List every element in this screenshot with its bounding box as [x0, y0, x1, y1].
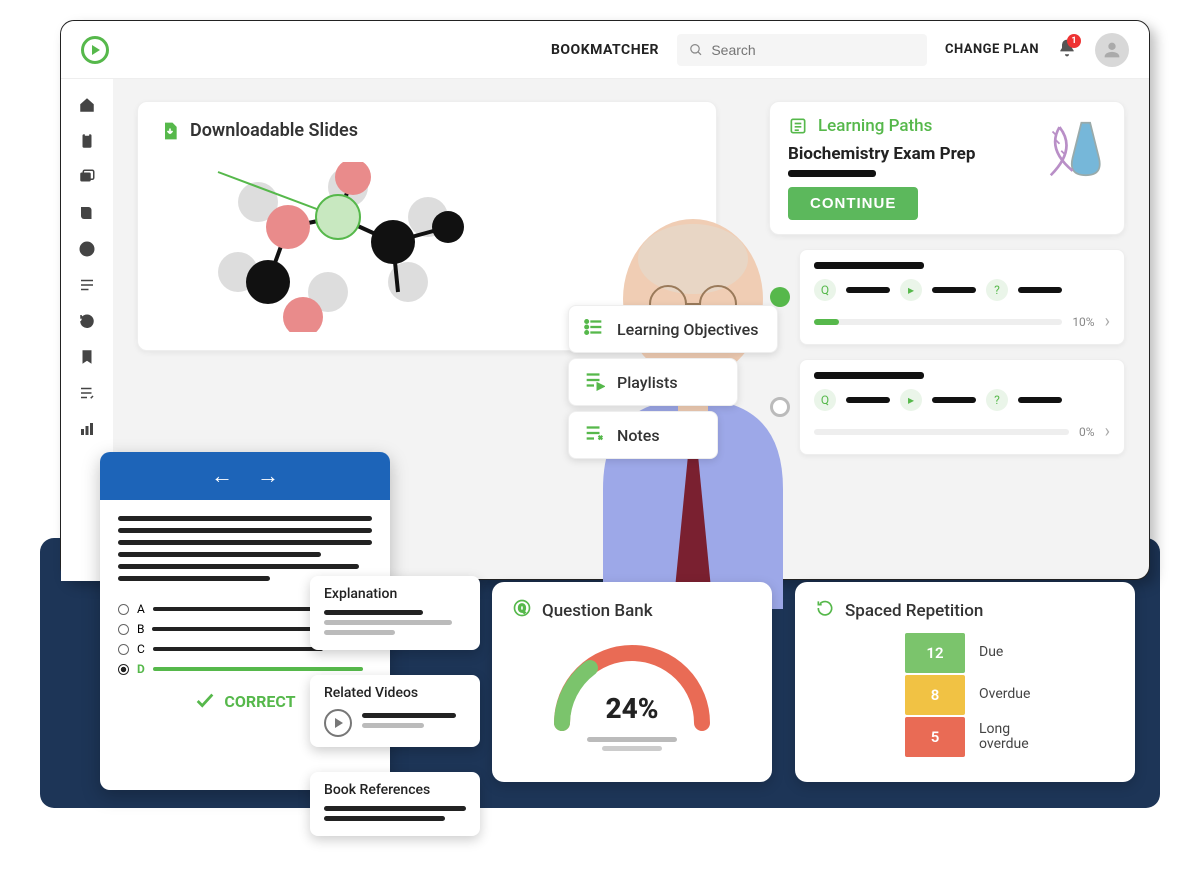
- quiz-nav-header: ← →: [100, 452, 390, 500]
- help-chip-icon: ?: [986, 279, 1008, 301]
- quiz-chip-icon: Q: [814, 279, 836, 301]
- path-status-dot: [770, 397, 790, 417]
- notes-card[interactable]: Notes: [568, 411, 718, 459]
- float-card-title: Related Videos: [324, 685, 466, 701]
- row-label: Overdue: [979, 687, 1030, 702]
- learning-paths-label: Learning Paths: [818, 116, 932, 136]
- learning-paths-icon: [788, 116, 808, 136]
- slides-card-title: Downloadable Slides: [190, 120, 358, 141]
- mini-card-label: Playlists: [617, 373, 678, 392]
- learning-paths-panel: Learning Paths Biochemistry Exam Prep CO…: [769, 101, 1125, 455]
- chevron-right-icon: ›: [1105, 311, 1110, 332]
- spaced-row: 5 Long overdue: [905, 717, 1115, 757]
- search-icon: [689, 42, 703, 58]
- molecule-illustration: [198, 162, 498, 332]
- file-download-icon: [160, 121, 180, 141]
- prev-arrow-icon[interactable]: ←: [211, 463, 233, 489]
- nav-list-icon[interactable]: [77, 275, 97, 295]
- video-chip-icon: ▸: [900, 279, 922, 301]
- logo-icon[interactable]: [81, 36, 109, 64]
- float-card-title: Book References: [324, 782, 466, 798]
- explanation-card[interactable]: Explanation: [310, 576, 480, 650]
- decorative-bar: [788, 170, 876, 177]
- notification-badge: 1: [1067, 34, 1081, 48]
- list-icon: [583, 316, 605, 342]
- quiz-chip-icon: Q: [814, 389, 836, 411]
- notifications-button[interactable]: 1: [1057, 38, 1077, 62]
- playlist-icon: [583, 369, 605, 395]
- check-icon: [194, 690, 216, 712]
- user-avatar[interactable]: [1095, 33, 1129, 67]
- learning-path-item[interactable]: Q ▸ ? 10% ›: [799, 249, 1125, 345]
- learning-path-item[interactable]: Q ▸ ? 0% ›: [799, 359, 1125, 455]
- qbank-icon: Q: [512, 598, 532, 623]
- video-chip-icon: ▸: [900, 389, 922, 411]
- bookmatcher-link[interactable]: BOOKMATCHER: [551, 42, 659, 58]
- nav-video-library-icon[interactable]: [77, 167, 97, 187]
- card-title: Spaced Repetition: [845, 601, 983, 621]
- science-illustration: [1042, 114, 1112, 184]
- learning-objectives-card[interactable]: Learning Objectives: [568, 305, 778, 353]
- next-arrow-icon[interactable]: →: [257, 463, 279, 489]
- progress-label: 0%: [1079, 425, 1095, 439]
- card-title: Question Bank: [542, 601, 653, 621]
- gauge-percent: 24%: [605, 692, 658, 725]
- play-icon: [324, 709, 352, 737]
- svg-text:Q: Q: [518, 602, 525, 615]
- spaced-row: 12 Due: [905, 633, 1115, 673]
- repeat-icon: [815, 598, 835, 623]
- help-chip-icon: ?: [986, 389, 1008, 411]
- topbar: BOOKMATCHER CHANGE PLAN 1: [61, 21, 1149, 79]
- nav-stats-icon[interactable]: [77, 419, 97, 439]
- learning-path-header-card: Learning Paths Biochemistry Exam Prep CO…: [769, 101, 1125, 235]
- count-box: 8: [905, 675, 965, 715]
- gauge-chart: 24%: [542, 633, 722, 733]
- chevron-right-icon: ›: [1105, 421, 1110, 442]
- mini-card-label: Learning Objectives: [617, 320, 758, 339]
- spaced-repetition-card[interactable]: Spaced Repetition 12 Due 8 Overdue 5 Lon…: [795, 582, 1135, 782]
- notes-icon: [583, 422, 605, 448]
- related-videos-card[interactable]: Related Videos: [310, 675, 480, 747]
- row-label: Due: [979, 645, 1003, 660]
- path-status-dot: [770, 287, 790, 307]
- playlists-card[interactable]: Playlists: [568, 358, 738, 406]
- row-label: Long overdue: [979, 722, 1049, 753]
- mini-card-label: Notes: [617, 426, 660, 445]
- nav-bookmark-icon[interactable]: [77, 347, 97, 367]
- nav-notes-icon[interactable]: [77, 383, 97, 403]
- continue-button[interactable]: CONTINUE: [788, 187, 918, 220]
- progress-label: 10%: [1072, 315, 1094, 329]
- nav-home-icon[interactable]: [77, 95, 97, 115]
- spaced-row: 8 Overdue: [905, 675, 1115, 715]
- search-input[interactable]: [711, 42, 915, 58]
- nav-repeat-icon[interactable]: [77, 311, 97, 331]
- nav-questions-icon[interactable]: [77, 239, 97, 259]
- nav-book-icon[interactable]: [77, 203, 97, 223]
- float-card-title: Explanation: [324, 586, 466, 602]
- count-box: 12: [905, 633, 965, 673]
- change-plan-link[interactable]: CHANGE PLAN: [945, 42, 1039, 57]
- search-box[interactable]: [677, 34, 927, 66]
- question-bank-card[interactable]: Q Question Bank 24%: [492, 582, 772, 782]
- nav-clipboard-icon[interactable]: [77, 131, 97, 151]
- book-references-card[interactable]: Book References: [310, 772, 480, 836]
- quiz-option[interactable]: D: [118, 662, 372, 676]
- count-box: 5: [905, 717, 965, 757]
